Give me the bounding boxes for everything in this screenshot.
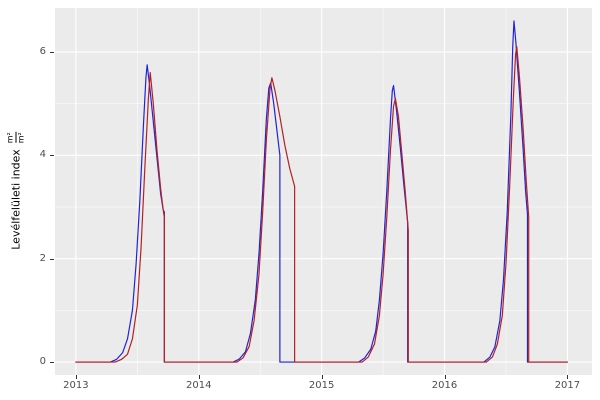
x-tick-mark xyxy=(75,375,77,379)
x-tick-label: 2014 xyxy=(186,380,212,391)
x-tick-label: 2013 xyxy=(63,380,89,391)
y-tick-label: 4 xyxy=(39,149,46,161)
unit-numerator: m² xyxy=(5,132,15,144)
x-tick-label: 2015 xyxy=(308,380,335,391)
y-tick-mark xyxy=(50,362,54,364)
x-tick-label: 2016 xyxy=(431,380,458,391)
plot-canvas xyxy=(55,8,592,375)
y-tick-label: 0 xyxy=(39,356,46,368)
y-tick-label: 2 xyxy=(39,252,46,264)
x-tick-label: 2017 xyxy=(554,380,581,391)
y-tick-mark xyxy=(50,155,54,157)
plot-panel xyxy=(55,8,592,375)
x-tick-mark xyxy=(198,375,200,379)
y-tick-label: 6 xyxy=(39,45,46,57)
x-tick-mark xyxy=(321,375,323,379)
y-tick-mark xyxy=(50,51,54,53)
x-tick-mark xyxy=(567,375,569,379)
unit-denominator: m² xyxy=(15,132,27,144)
y-axis-unit-fraction: m² m² xyxy=(5,132,27,144)
x-tick-mark xyxy=(444,375,446,379)
y-tick-mark xyxy=(50,258,54,260)
y-axis-title-text: Levélfelületi index xyxy=(9,149,23,250)
red-series-line xyxy=(75,46,569,363)
